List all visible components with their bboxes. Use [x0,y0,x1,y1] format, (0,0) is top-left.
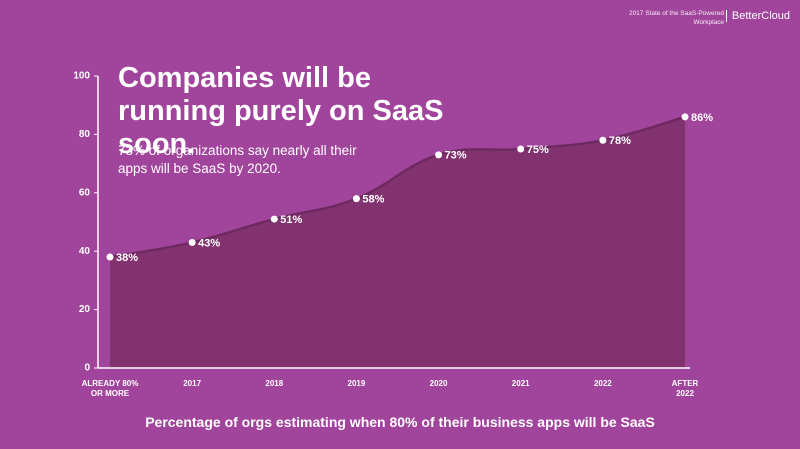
x-tick-label: ALREADY 80% OR MORE [81,379,139,398]
value-label: 38% [116,252,138,264]
point [270,215,278,223]
area [110,116,685,368]
point [352,195,360,203]
y-tick-label: 60 [79,187,91,198]
x-tick-label: 2018 [265,379,284,388]
point [599,136,607,144]
value-label: 75% [527,144,549,156]
value-label: 86% [691,112,713,124]
y-tick-label: 100 [73,71,90,82]
x-tick-label: 2020 [429,379,448,388]
point [188,238,196,246]
x-tick-label: 2017 [183,379,202,388]
value-label: 73% [445,150,467,162]
point [106,253,114,261]
y-tick-label: 80 [79,129,91,140]
line [109,115,686,259]
x-axis-label: Percentage of orgs estimating when 80% o… [145,414,655,430]
value-label: 58% [362,194,384,206]
x-tick-label: AFTER 2022 [671,379,699,398]
value-label: 51% [280,214,302,226]
y-tick-label: 20 [79,304,91,315]
y-tick-label: 40 [79,246,91,257]
x-tick-label: 2021 [511,379,530,388]
value-label: 78% [609,135,631,147]
x-tick-label: 2022 [593,379,612,388]
value-label: 43% [198,237,220,249]
point [517,145,525,153]
chart-subtitle: 73% of organizations say nearly all thei… [118,143,357,176]
y-tick-label: 0 [84,363,90,374]
chart-title: Companies will be running purely on SaaS… [118,62,444,160]
x-tick-label: 2019 [347,379,366,388]
brand-subtitle: 2017 State of the SaaS-Powered Workplace [628,10,724,26]
point [435,151,443,159]
point [681,113,689,121]
brand: BetterCloud [725,10,790,22]
